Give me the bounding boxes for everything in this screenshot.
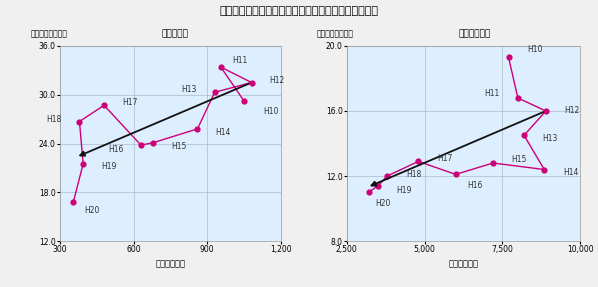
Point	[541, 109, 551, 113]
Text: H18: H18	[47, 115, 62, 124]
Text: 酒酔い運転: 酒酔い運転	[161, 29, 188, 38]
Point	[75, 119, 84, 124]
Text: H10: H10	[263, 107, 279, 116]
Text: 《交通法令違反別交通事故件数当たり死亡率の推移》: 《交通法令違反別交通事故件数当たり死亡率の推移》	[219, 6, 379, 16]
Text: H11: H11	[484, 89, 499, 98]
Point	[504, 55, 513, 60]
Text: H17: H17	[122, 98, 137, 107]
Text: H19: H19	[396, 186, 412, 195]
Point	[247, 80, 257, 85]
Text: H10: H10	[527, 45, 542, 54]
Text: H12: H12	[565, 106, 580, 115]
Text: 死亡事故率（％）: 死亡事故率（％）	[31, 29, 68, 38]
Point	[414, 159, 423, 164]
Text: 最高速度違反: 最高速度違反	[459, 29, 491, 38]
Point	[519, 133, 529, 138]
Point	[373, 183, 383, 188]
Text: H14: H14	[215, 128, 231, 137]
Text: H20: H20	[84, 206, 100, 215]
Text: H11: H11	[232, 56, 247, 65]
Point	[451, 172, 460, 177]
Text: 死亡事故率（％）: 死亡事故率（％）	[316, 29, 353, 38]
Point	[488, 161, 498, 165]
X-axis label: 交通事故件数: 交通事故件数	[448, 260, 478, 269]
Point	[513, 96, 523, 100]
Point	[210, 90, 219, 94]
Text: H16: H16	[108, 145, 123, 154]
Text: H13: H13	[543, 134, 558, 143]
Point	[193, 127, 202, 131]
Point	[364, 190, 373, 195]
Text: H12: H12	[269, 76, 285, 86]
Point	[99, 103, 109, 108]
X-axis label: 交通事故件数: 交通事故件数	[155, 260, 185, 269]
Text: H18: H18	[406, 170, 421, 179]
Text: H15: H15	[171, 142, 187, 151]
Point	[78, 162, 88, 166]
Text: H19: H19	[101, 162, 116, 171]
Text: H15: H15	[512, 155, 527, 164]
Text: H16: H16	[468, 181, 483, 190]
Text: H13: H13	[182, 84, 197, 94]
Point	[239, 99, 249, 104]
Point	[69, 200, 78, 204]
Point	[148, 140, 158, 145]
Point	[539, 167, 549, 172]
Text: H17: H17	[437, 154, 453, 163]
Text: H14: H14	[563, 168, 578, 177]
Point	[383, 174, 392, 178]
Point	[136, 143, 146, 148]
Text: H20: H20	[376, 199, 391, 208]
Point	[216, 65, 225, 69]
